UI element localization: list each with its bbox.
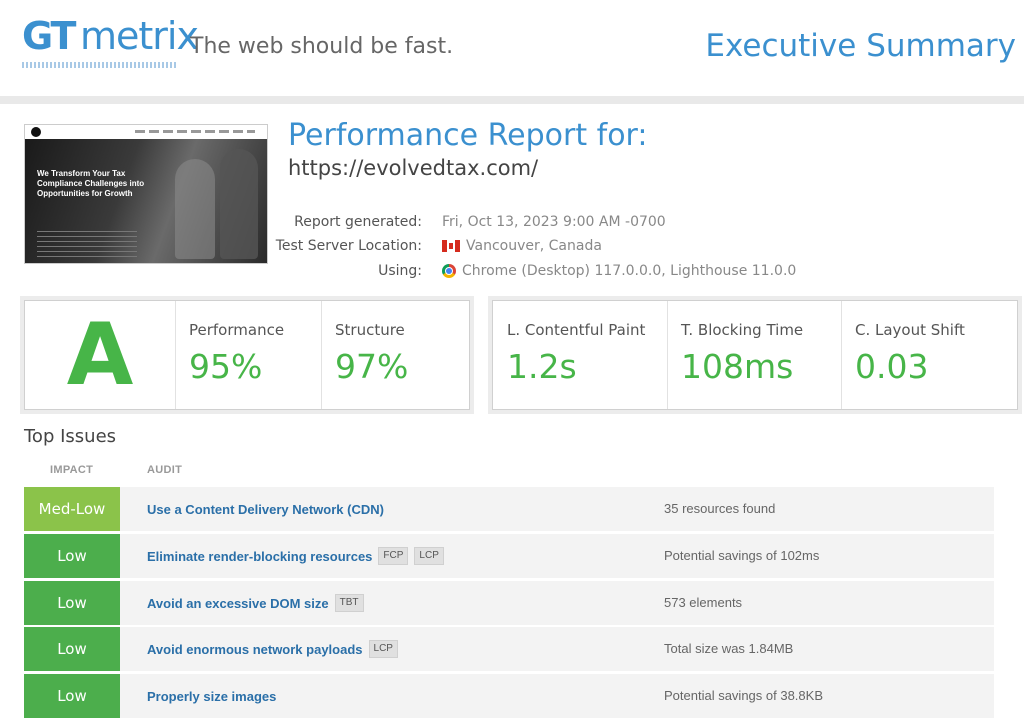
audit-link[interactable]: Avoid an excessive DOM size (147, 595, 329, 611)
meta-report-generated: Report generated: Fri, Oct 13, 2023 9:00… (288, 214, 848, 236)
audit-result: Total size was 1.84MB (664, 641, 794, 656)
audit-result: 35 resources found (664, 501, 776, 516)
logo-gt-text: GT (22, 14, 76, 58)
cls-metric: C. Layout Shift 0.03 (841, 301, 1017, 409)
audit-column-header: AUDIT (147, 464, 183, 476)
meta-value-wrap: Fri, Oct 13, 2023 9:00 AM -0700 (442, 214, 666, 230)
audit-link[interactable]: Use a Content Delivery Network (CDN) (147, 501, 384, 517)
issue-row: Low Avoid an excessive DOM size TBT 573 … (24, 581, 994, 625)
meta-value-wrap: Vancouver, Canada (442, 238, 602, 254)
impact-badge: Low (24, 627, 120, 671)
tagline: The web should be fast. (190, 34, 454, 59)
meta-label: Test Server Location: (275, 238, 422, 254)
impact-badge: Low (24, 581, 120, 625)
impact-badge: Low (24, 674, 120, 718)
report-title: Performance Report for: (288, 118, 648, 153)
metric-value: 0.03 (855, 347, 929, 386)
metric-value: 97% (335, 347, 409, 386)
audit-cell: Avoid an excessive DOM size TBT (147, 581, 364, 625)
thumbnail-person-figure (175, 159, 215, 259)
structure-score: Structure 97% (321, 301, 469, 409)
audit-cell: Avoid enormous network payloads LCP (147, 627, 398, 671)
metric-tag: TBT (334, 594, 364, 612)
metric-label: T. Blocking Time (681, 321, 804, 339)
metric-tag: FCP (378, 547, 409, 565)
lcp-metric: L. Contentful Paint 1.2s (493, 301, 667, 409)
metric-value: 108ms (681, 347, 794, 386)
meta-value: Chrome (Desktop) 117.0.0.0, Lighthouse 1… (462, 263, 797, 279)
logo-underline-bars (22, 62, 178, 68)
thumbnail-menu (135, 130, 255, 133)
grade-letter: A (66, 305, 134, 405)
issue-row: Low Properly size images Potential savin… (24, 674, 994, 718)
audit-link[interactable]: Avoid enormous network payloads (147, 641, 363, 657)
impact-badge: Low (24, 534, 120, 578)
issue-row: Low Eliminate render-blocking resources … (24, 534, 994, 578)
audit-link[interactable]: Properly size images (147, 688, 277, 704)
tbt-metric: T. Blocking Time 108ms (667, 301, 841, 409)
metric-label: Performance (189, 321, 285, 339)
performance-score: Performance 95% (175, 301, 321, 409)
grade-cell: A (25, 301, 176, 409)
audit-cell: Properly size images (147, 674, 276, 718)
thumbnail-brand-icon (31, 127, 41, 137)
logo-metrix-text: metrix (80, 14, 199, 58)
web-vitals-panel: L. Contentful Paint 1.2s T. Blocking Tim… (492, 300, 1018, 410)
audit-cell: Use a Content Delivery Network (CDN) (147, 487, 384, 531)
divider (321, 301, 322, 409)
site-screenshot-thumbnail: We Transform Your Tax Compliance Challen… (24, 124, 268, 264)
page-header: GT metrix The web should be fast. Execut… (0, 0, 1024, 96)
thumbnail-hero: We Transform Your Tax Compliance Challen… (25, 139, 267, 263)
meta-test-location: Test Server Location: Vancouver, Canada (276, 238, 848, 260)
gtmetrix-grade-panel: A Performance 95% Structure 97% (24, 300, 470, 410)
thumbnail-body-lines (37, 231, 137, 261)
audit-result: Potential savings of 38.8KB (664, 688, 823, 703)
meta-label: Using: (378, 263, 422, 279)
audit-result: 573 elements (664, 595, 743, 610)
canada-flag-icon (442, 240, 460, 252)
audit-link[interactable]: Eliminate render-blocking resources (147, 548, 373, 564)
metric-label: C. Layout Shift (855, 321, 965, 339)
meta-label: Report generated: (294, 214, 422, 230)
metric-label: Structure (335, 321, 405, 339)
meta-using: Using: Chrome (Desktop) 117.0.0.0, Light… (288, 263, 848, 285)
meta-value: Vancouver, Canada (466, 238, 602, 254)
metric-value: 95% (189, 347, 263, 386)
audit-result: Potential savings of 102ms (664, 548, 820, 563)
thumbnail-person-figure (220, 149, 258, 259)
header-divider (0, 96, 1024, 104)
divider (841, 301, 842, 409)
top-issues-heading: Top Issues (24, 426, 117, 447)
impact-badge: Med-Low (24, 487, 120, 531)
metric-label: L. Contentful Paint (507, 321, 646, 339)
page-title: Executive Summary (705, 28, 1016, 64)
metric-tag: LCP (368, 640, 398, 658)
meta-value-wrap: Chrome (Desktop) 117.0.0.0, Lighthouse 1… (442, 263, 796, 279)
thumbnail-navbar (25, 125, 267, 139)
divider (667, 301, 668, 409)
report-url[interactable]: https://evolvedtax.com/ (288, 156, 539, 180)
metric-value: 1.2s (507, 347, 577, 386)
metric-tag: LCP (414, 547, 444, 565)
impact-column-header: IMPACT (50, 464, 94, 476)
thumbnail-hero-text: We Transform Your Tax Compliance Challen… (37, 169, 145, 198)
issue-row: Med-Low Use a Content Delivery Network (… (24, 487, 994, 531)
meta-value: Fri, Oct 13, 2023 9:00 AM -0700 (442, 214, 666, 230)
issue-row: Low Avoid enormous network payloads LCP … (24, 627, 994, 671)
audit-cell: Eliminate render-blocking resources FCP … (147, 534, 444, 578)
chrome-icon (442, 264, 456, 278)
